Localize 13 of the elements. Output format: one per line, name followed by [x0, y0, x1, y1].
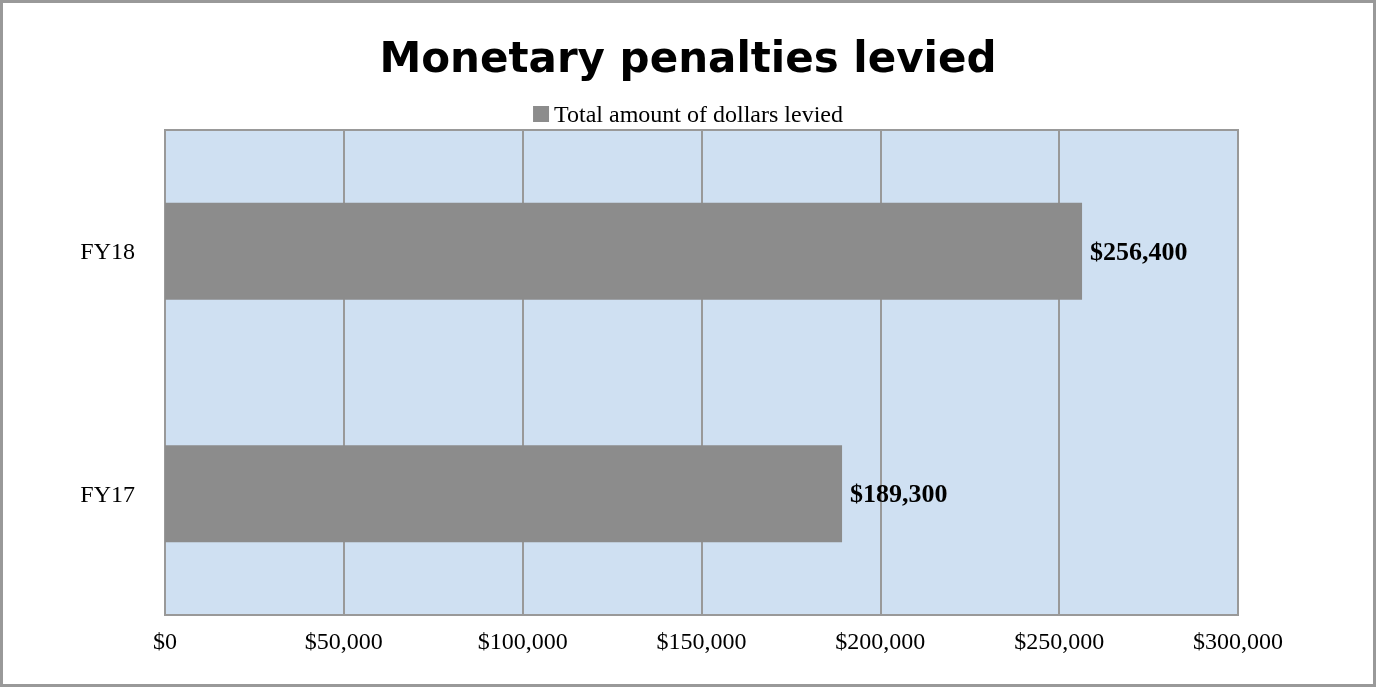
data-label: $189,300 [850, 479, 948, 509]
data-label: $256,400 [1090, 236, 1188, 266]
legend-label: Total amount of dollars levied [554, 101, 843, 127]
x-tick-label: $250,000 [1014, 628, 1105, 654]
x-tick-label: $50,000 [304, 628, 383, 654]
x-tick-label: $0 [153, 628, 177, 654]
y-tick-label: FY17 [80, 480, 135, 507]
x-tick-label: $150,000 [656, 628, 747, 654]
x-tick-label: $200,000 [835, 628, 926, 654]
chart-title: Monetary penalties levied [379, 32, 997, 82]
y-tick-label: FY18 [80, 238, 135, 265]
x-tick-label: $300,000 [1193, 628, 1283, 654]
x-tick-label: $100,000 [477, 628, 568, 654]
